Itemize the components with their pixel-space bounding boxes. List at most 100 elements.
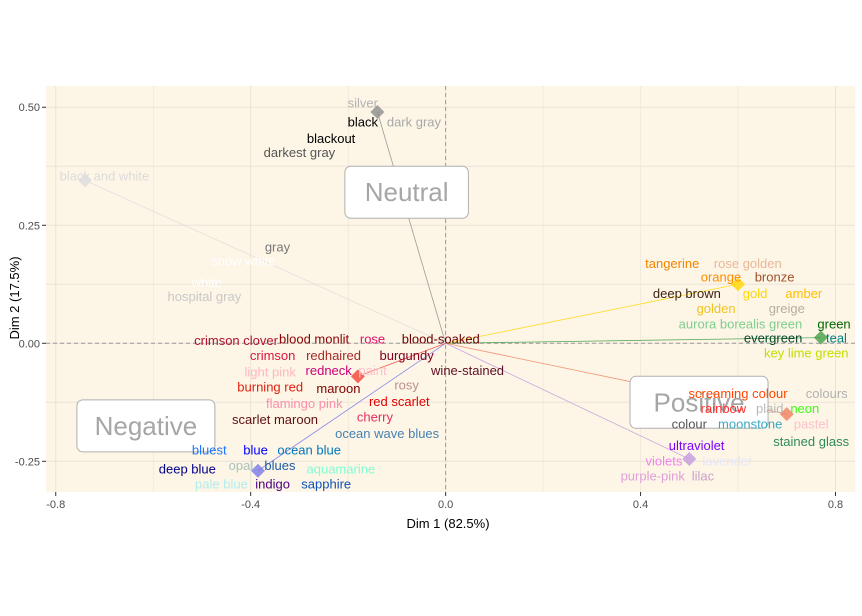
word-label: moonstone [718,417,782,432]
word-label: blood monlit [279,332,349,347]
word-label: key lime green [764,346,849,361]
word-label: sapphire [301,477,351,492]
axis-ticks: -0.8 -0.4 0.0 0.4 0.8 -0.25 0.00 0.25 0.50 [15,102,843,511]
word-label: golden [697,301,736,316]
word-label: colours [806,386,848,401]
category-point [370,104,385,119]
y-axis-title: Dim 2 (17.5%) [7,256,22,339]
x-tick-label: -0.4 [241,499,260,511]
connector-line [377,111,447,344]
word-label: light pink [245,365,297,380]
word-label: gold [743,286,768,301]
category-points [77,104,828,478]
word-label: redneck [306,363,353,378]
word-label: maroon [316,381,360,396]
x-tick-label: 0.0 [438,499,453,511]
x-tick-label: 0.4 [633,499,648,511]
word-label: pastel [794,417,829,432]
word-label: deep brown [653,286,721,301]
word-label: plaid [756,401,783,416]
word-label: black and white [60,169,150,184]
zero-reference-lines [46,86,855,492]
word-label: darkest gray [264,145,336,160]
word-label: bronze [755,269,795,284]
word-label: deep blue [159,461,216,476]
y-tick-label: 0.25 [19,220,40,232]
y-tick-label: -0.25 [15,456,40,468]
word-label: snow white [211,254,275,269]
connector-line [445,342,690,460]
category-point [682,451,697,466]
word-label: teal [826,331,847,346]
category-point [731,277,746,292]
word-label: lavender [702,453,753,468]
x-tick-label: 0.8 [828,499,843,511]
word-label: colour [672,417,708,432]
connector-line [445,283,739,344]
word-label: violets [646,453,683,468]
word-label: scarlet maroon [232,412,318,427]
word-label: ocean blue [277,443,341,458]
word-label: tangerine [645,256,699,271]
word-label: neon [790,401,819,416]
x-tick-label: -0.8 [46,499,65,511]
word-label: blood-soaked [402,332,480,347]
connector-line [84,180,446,344]
word-label: paint [358,363,387,378]
word-label: screaming colour [689,386,789,401]
category-point [250,463,265,478]
word-label: rosy [394,377,419,392]
word-label: burning red [237,380,303,395]
word-label: lilac [692,468,715,483]
word-label: opal [229,458,254,473]
category-point [77,173,92,188]
category-point [813,330,828,345]
category-box [76,399,216,453]
word-label: indigo [255,477,290,492]
connector-line [257,342,446,472]
word-label: greige [769,301,805,316]
y-tick-label: 0.00 [19,338,40,350]
word-label: red scarlet [369,394,430,409]
word-label: evergreen [744,331,803,346]
connector-line [445,337,821,344]
word-label: hospital gray [168,289,242,304]
word-label: blues [264,458,296,473]
word-label: rose golden [714,256,782,271]
word-label: rainbow [701,401,747,416]
word-label: purple-pink [621,468,686,483]
word-label: silver [348,96,379,111]
connector-lines [84,111,821,472]
word-label: crimson clover [194,333,278,348]
word-label: stained glass [773,434,849,449]
word-label: orange [701,269,741,284]
connector-line [357,342,446,377]
category-point [350,369,365,384]
word-label: green [817,316,850,331]
word-label: dark gray [387,114,442,129]
word-label: gray [265,240,291,255]
word-label: rose [360,332,385,347]
category-labels: Neutral Negative Positive [76,165,769,453]
word-label: bluest [192,443,227,458]
word-label: cherry [357,409,394,424]
word-label: crimson [250,348,296,363]
category-box [629,375,769,429]
category-box [344,165,469,219]
category-point [779,407,794,422]
word-label: ocean wave blues [335,426,440,441]
word-label: ultraviolet [669,438,725,453]
category-label: Positive [654,387,745,417]
word-label: aquamarine [307,461,376,476]
category-label: Negative [95,411,198,441]
word-label: pale blue [195,477,248,492]
word-label: redhaired [306,348,361,363]
y-tick-label: 0.50 [19,102,40,114]
word-label: amber [785,286,823,301]
word-label: flamingo pink [266,396,343,411]
word-label: blackout [307,131,356,146]
word-label: blue [243,443,268,458]
word-label: white [191,275,222,290]
